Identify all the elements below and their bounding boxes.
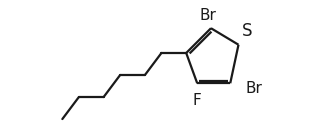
Text: F: F bbox=[193, 93, 201, 108]
Text: Br: Br bbox=[200, 8, 217, 23]
Text: Br: Br bbox=[245, 81, 262, 96]
Text: S: S bbox=[242, 22, 252, 40]
